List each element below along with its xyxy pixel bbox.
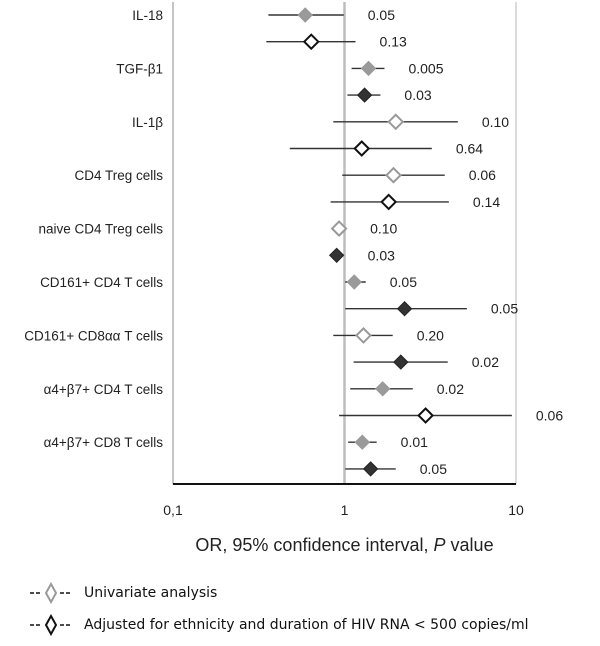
- point-marker: [393, 354, 409, 370]
- p-value-label: 0.06: [536, 408, 563, 424]
- p-value-label: 0.02: [472, 354, 499, 370]
- point-marker: [396, 300, 413, 317]
- p-value-label: 0.64: [456, 141, 483, 157]
- p-value-label: 0.10: [370, 221, 397, 237]
- x-tick-label: 10: [508, 502, 524, 518]
- legend-univariate-icon: [30, 582, 72, 604]
- legend-adjusted-label: Adjusted for ethnicity and duration of H…: [84, 617, 529, 633]
- p-value-label: 0.05: [420, 461, 447, 477]
- category-label: IL-1β: [132, 115, 163, 130]
- x-axis-label-part: P: [434, 535, 446, 555]
- category-label: IL-18: [132, 8, 163, 23]
- forest-plot: 0,1 1 10 OR, 95% confidence interval, P val…: [24, 2, 563, 555]
- point-marker: [355, 326, 372, 344]
- p-value-label: 0.13: [380, 34, 407, 50]
- p-value-label: 0.05: [390, 274, 417, 290]
- x-tick-label: 0,1: [163, 502, 183, 518]
- p-value-label: 0.14: [473, 194, 500, 210]
- p-value-label: 0.05: [491, 301, 518, 317]
- p-value-label: 0.20: [417, 327, 444, 343]
- point-marker: [356, 87, 373, 103]
- point-marker: [362, 461, 379, 477]
- point-marker: [354, 434, 371, 450]
- point-marker: [374, 381, 391, 397]
- category-label: CD161+ CD4 T cells: [40, 275, 163, 290]
- legend-item-univariate: Univariate analysis: [28, 582, 217, 604]
- category-label: α4+β7+ CD8 T cells: [44, 435, 164, 450]
- point-marker: [385, 166, 402, 184]
- p-value-label: 0.05: [368, 7, 395, 23]
- p-value-label: 0.10: [482, 114, 509, 130]
- x-axis-label-part: value: [446, 535, 494, 555]
- point-marker: [346, 274, 362, 290]
- category-label: CD161+ CD8αα T cells: [24, 328, 163, 343]
- point-marker: [353, 140, 371, 157]
- category-label: α4+β7+ CD4 T cells: [44, 382, 164, 397]
- x-axis-label-part: OR, 95% confidence interval,: [195, 535, 433, 555]
- point-marker: [417, 407, 434, 424]
- p-value-label: 0.03: [368, 247, 395, 263]
- p-value-label: 0.005: [408, 60, 443, 76]
- p-value-label: 0.01: [401, 434, 428, 450]
- point-marker: [360, 60, 377, 77]
- p-value-label: 0.02: [437, 381, 464, 397]
- x-axis-label: OR, 95% confidence interval, P value: [195, 535, 493, 555]
- category-label: CD4 Treg cells: [74, 168, 163, 183]
- category-label: TGF-β1: [116, 61, 163, 76]
- point-marker: [297, 7, 313, 23]
- category-label: naive CD4 Treg cells: [38, 222, 163, 237]
- p-value-label: 0.06: [469, 167, 496, 183]
- legend-item-adjusted: Adjusted for ethnicity and duration of H…: [28, 614, 529, 636]
- legend-adjusted-icon: [30, 614, 72, 636]
- point-marker: [328, 247, 345, 264]
- point-marker: [387, 113, 405, 131]
- p-value-label: 0.03: [404, 87, 431, 103]
- legend-univariate-label: Univariate analysis: [84, 585, 218, 601]
- point-marker: [380, 193, 398, 211]
- x-tick-label: 1: [341, 502, 349, 518]
- point-marker: [330, 220, 348, 238]
- point-marker: [302, 33, 320, 51]
